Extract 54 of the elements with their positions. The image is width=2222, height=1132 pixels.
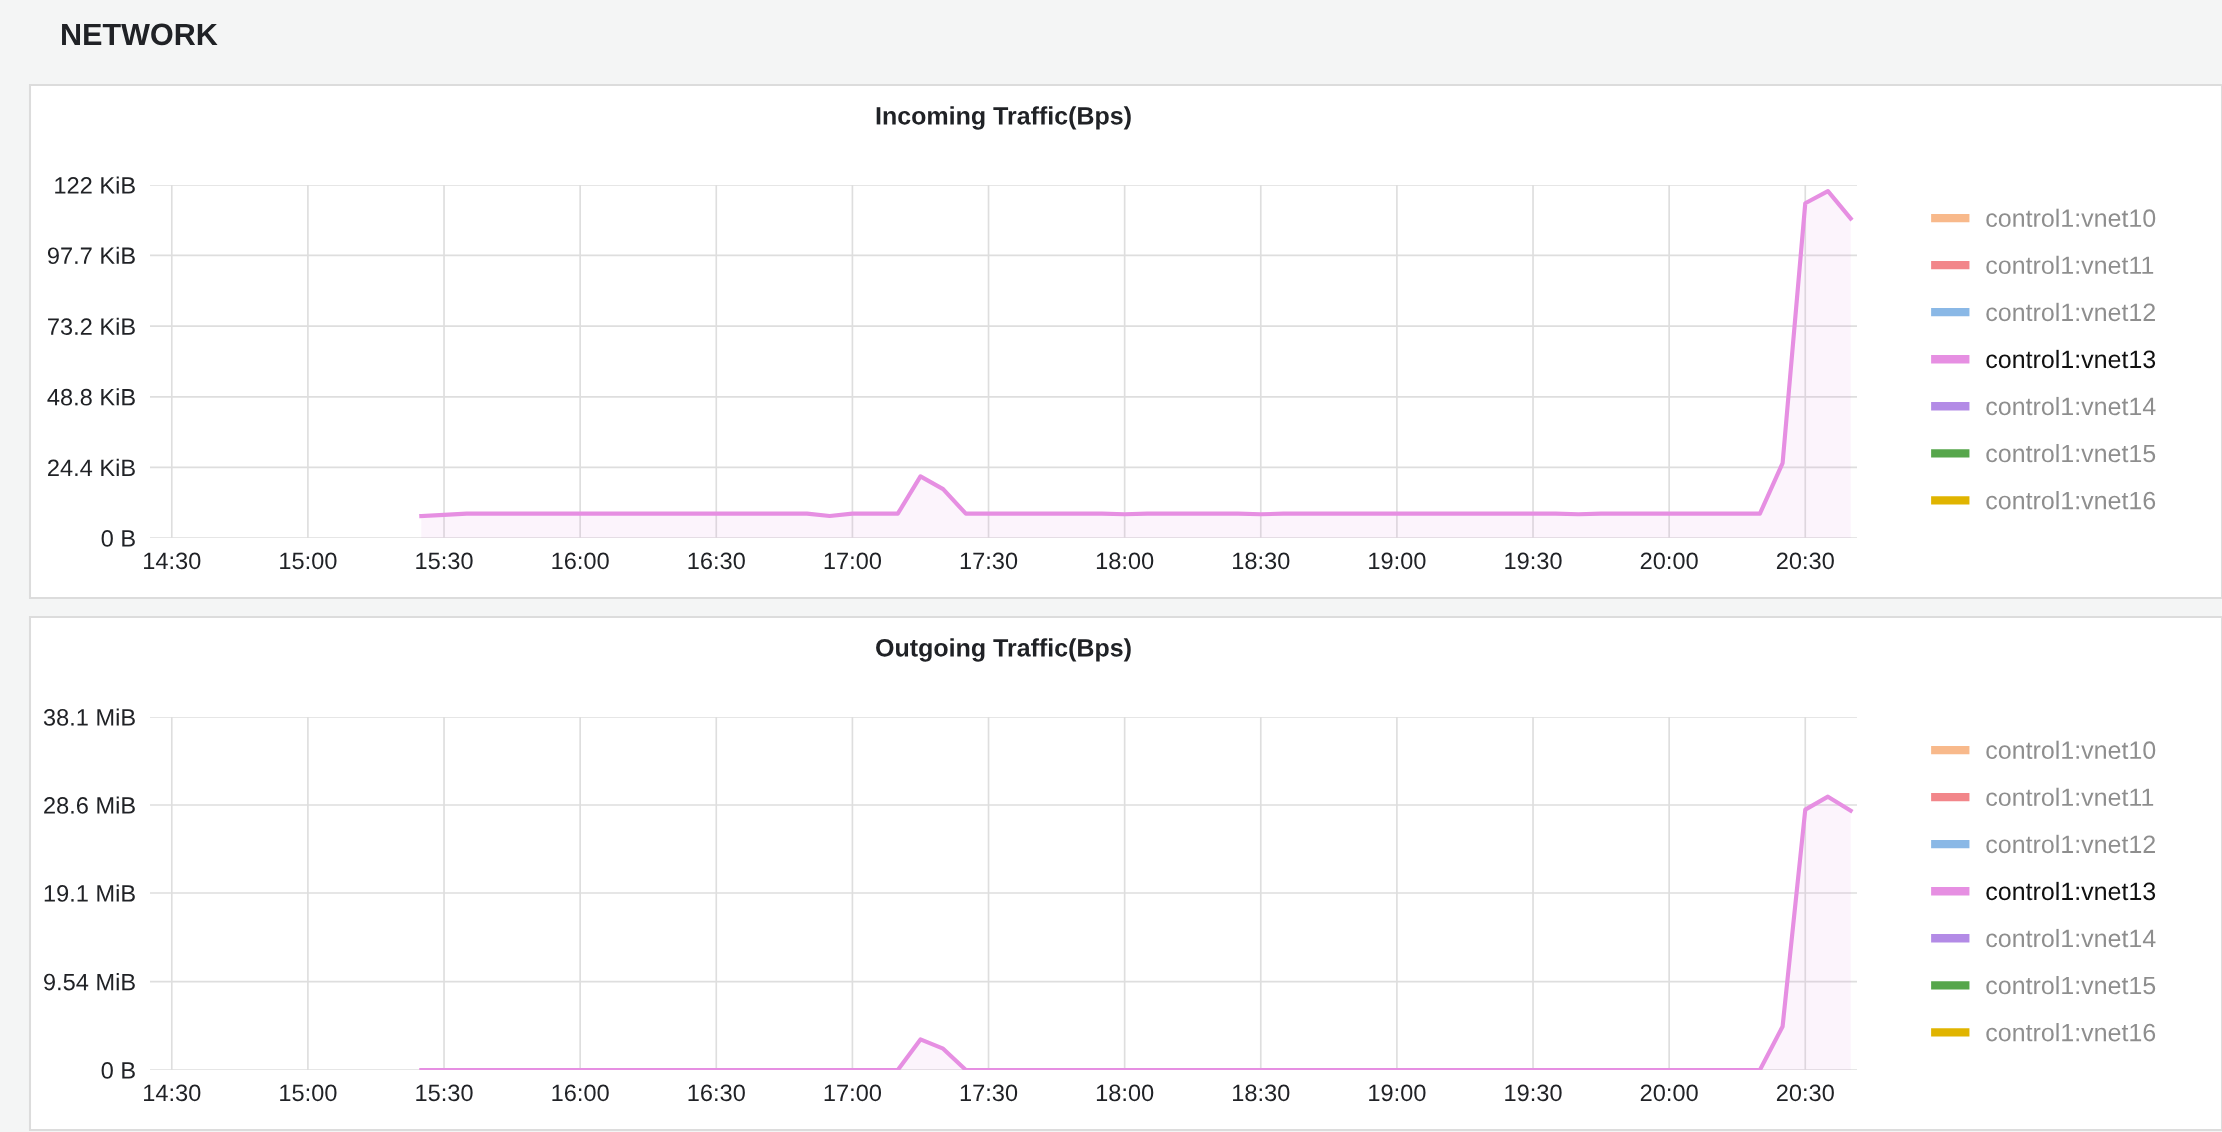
x-tick-label: 18:00 (1096, 552, 1154, 570)
text: NETWORK (62, 23, 218, 46)
x-tick-label: 14:30 (144, 552, 201, 570)
x-tick-label: 17:30 (960, 1084, 1018, 1102)
x-tick-label: 20:00 (1640, 552, 1698, 570)
x-tick-label: 19:30 (1505, 1084, 1562, 1102)
y-tick-label: 28.6 MiB (44, 796, 135, 814)
legend-label: control1:vnet16 (1986, 1023, 2156, 1042)
legend-label: control1:vnet14 (1986, 928, 2156, 948)
x-tick-label: 16:00 (552, 1084, 609, 1102)
chart-title: Outgoing Traffic(Bps) (876, 638, 1131, 662)
x-tick-label: 15:00 (280, 1084, 337, 1102)
legend-label: control1:vnet10 (1986, 208, 2156, 228)
x-tick-label: 20:00 (1640, 1084, 1698, 1102)
x-tick-label: 17:30 (960, 552, 1018, 570)
y-tick-label: 97.7 KiB (47, 246, 135, 265)
x-tick-label: 20:30 (1776, 552, 1834, 570)
x-tick-label: 14:30 (144, 1084, 201, 1102)
x-tick-label: 15:30 (416, 552, 473, 570)
y-tick-label: 24.4 KiB (48, 458, 135, 476)
legend-label: control1:vnet12 (1986, 834, 2155, 854)
legend-label: control1:vnet13 (1986, 349, 2156, 369)
x-tick-label: 20:30 (1776, 1084, 1834, 1102)
legend-label: control1:vnet11 (1986, 255, 2154, 275)
legend-label: control1:vnet15 (1986, 443, 2156, 463)
legend-label: control1:vnet12 (1986, 302, 2155, 322)
y-tick-label: 38.1 MiB (43, 708, 135, 726)
y-tick-label: 0 B (101, 1062, 135, 1079)
x-tick-label: 17:00 (824, 1084, 882, 1102)
x-tick-label: 18:30 (1233, 1084, 1290, 1102)
chart-title: Incoming Traffic(Bps) (876, 106, 1131, 130)
legend-label: control1:vnet10 (1986, 740, 2156, 760)
x-tick-label: 19:00 (1369, 552, 1426, 570)
legend-label: control1:vnet11 (1986, 787, 2154, 807)
x-tick-label: 19:30 (1505, 552, 1562, 570)
x-tick-label: 17:00 (824, 552, 882, 570)
legend-label: control1:vnet15 (1986, 975, 2156, 995)
y-tick-label: 0 B (101, 530, 135, 547)
y-tick-label: 122 KiB (55, 176, 135, 194)
y-tick-label: 48.8 KiB (47, 388, 135, 406)
y-tick-label: 9.54 MiB (44, 973, 135, 991)
legend-label: control1:vnet14 (1986, 396, 2156, 416)
y-tick-label: 73.2 KiB (48, 317, 135, 335)
x-tick-label: 16:30 (688, 1084, 745, 1102)
x-tick-label: 19:00 (1369, 1084, 1426, 1102)
x-tick-label: 18:00 (1096, 1084, 1154, 1102)
x-tick-label: 18:30 (1233, 552, 1290, 570)
legend-label: control1:vnet16 (1986, 491, 2156, 510)
y-tick-label: 19.1 MiB (44, 884, 135, 902)
x-tick-label: 15:00 (280, 552, 337, 570)
x-tick-label: 16:30 (688, 552, 745, 570)
x-tick-label: 16:00 (552, 552, 609, 570)
x-tick-label: 15:30 (416, 1084, 473, 1102)
legend-label: control1:vnet13 (1986, 881, 2156, 901)
